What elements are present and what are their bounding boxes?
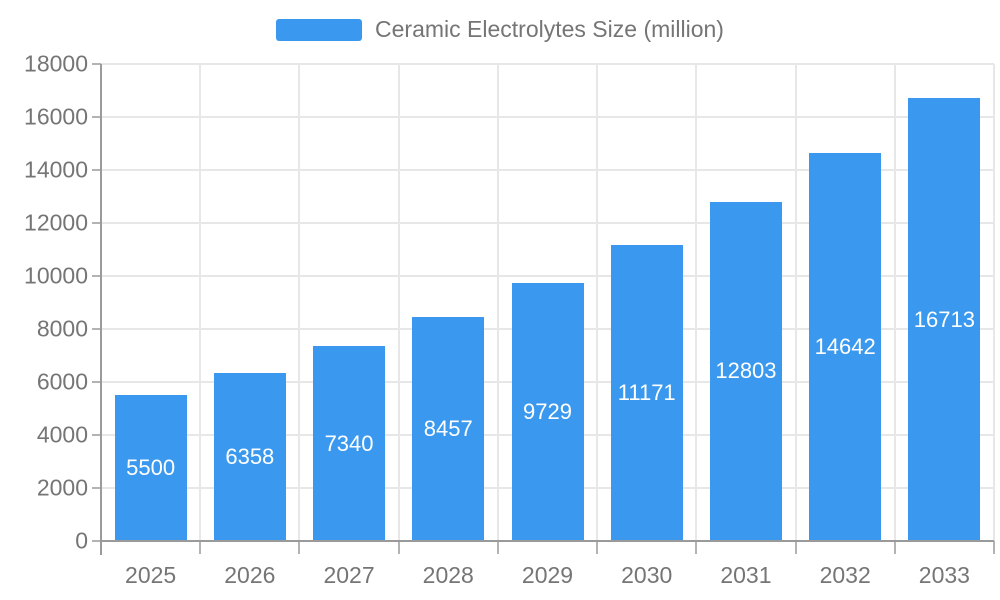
x-axis-category-label: 2027 (323, 562, 375, 588)
y-axis-tick-label: 0 (75, 527, 88, 554)
bar-value-label: 7340 (324, 430, 374, 456)
y-axis-tick-label: 16000 (24, 103, 88, 130)
bar-value-label: 9729 (523, 399, 572, 425)
bar-value-label: 12803 (715, 358, 777, 384)
legend-swatch-icon (276, 18, 363, 41)
x-axis-category-label: 2025 (125, 562, 177, 588)
x-axis-line (100, 540, 994, 542)
horizontal-gridline (101, 275, 994, 277)
y-axis-tick (92, 487, 101, 489)
horizontal-gridline (101, 63, 994, 65)
vertical-gridline (993, 64, 995, 541)
y-axis-tick-label: 10000 (24, 262, 88, 289)
y-axis-tick-label: 14000 (24, 156, 88, 183)
bar[interactable] (511, 283, 584, 540)
vertical-gridline (596, 64, 599, 541)
x-axis-category-label: 2030 (621, 562, 673, 588)
bar-value-label: 16713 (913, 306, 975, 332)
bar[interactable] (809, 152, 882, 540)
x-axis-tick (397, 541, 400, 554)
legend[interactable]: Ceramic Electrolytes Size (million) (0, 16, 1000, 43)
y-axis-tick-label: 6000 (36, 368, 88, 395)
x-axis-tick (596, 541, 599, 554)
y-axis-tick-label: 18000 (24, 50, 88, 77)
bar-value-label: 11171 (617, 379, 676, 405)
y-axis-tick (92, 434, 101, 436)
y-axis-tick (92, 381, 101, 383)
bar-value-label: 14642 (814, 333, 876, 359)
x-axis-category-label: 2033 (918, 562, 970, 588)
y-axis-tick (92, 169, 101, 171)
y-axis-tick-label: 12000 (24, 209, 88, 236)
bar-value-label: 6358 (225, 443, 275, 469)
x-axis-tick (199, 541, 202, 554)
legend-label: Ceramic Electrolytes Size (million) (375, 16, 724, 42)
x-axis-tick (794, 541, 797, 554)
bar[interactable] (908, 98, 981, 540)
x-axis-tick (298, 541, 301, 554)
y-axis-line (100, 64, 102, 555)
bar[interactable] (313, 346, 386, 540)
x-axis-tick (893, 541, 896, 554)
vertical-gridline (397, 64, 400, 541)
bar[interactable] (213, 372, 286, 540)
y-axis-tick (92, 540, 101, 542)
vertical-gridline (199, 64, 202, 541)
bar-value-label: 8457 (423, 415, 473, 441)
horizontal-gridline (101, 116, 994, 118)
x-axis-category-label: 2031 (720, 562, 772, 588)
x-axis-tick (993, 541, 995, 554)
horizontal-gridline (101, 222, 994, 224)
y-axis-tick (92, 63, 101, 65)
y-axis-tick (92, 275, 101, 277)
bar[interactable] (610, 244, 683, 540)
x-axis-category-label: 2026 (224, 562, 276, 588)
bar[interactable] (114, 395, 187, 540)
x-axis-category-label: 2029 (521, 562, 574, 588)
y-axis-tick (92, 328, 101, 330)
bar-value-label: 5500 (126, 455, 176, 481)
x-axis-category-label: 2028 (422, 562, 474, 588)
y-axis-tick-label: 2000 (36, 474, 88, 501)
bar[interactable] (709, 201, 782, 540)
vertical-gridline (298, 64, 301, 541)
y-axis-tick (92, 222, 101, 224)
vertical-gridline (794, 64, 797, 541)
bar[interactable] (412, 316, 485, 540)
y-axis-tick-label: 4000 (36, 421, 88, 448)
x-axis-category-label: 2032 (819, 562, 871, 588)
horizontal-gridline (101, 169, 994, 171)
vertical-gridline (695, 64, 698, 541)
x-axis-tick (496, 541, 499, 554)
y-axis-tick (92, 116, 101, 118)
x-axis-tick (695, 541, 698, 554)
y-axis-tick-label: 8000 (36, 315, 88, 342)
vertical-gridline (496, 64, 499, 541)
vertical-gridline (893, 64, 896, 541)
